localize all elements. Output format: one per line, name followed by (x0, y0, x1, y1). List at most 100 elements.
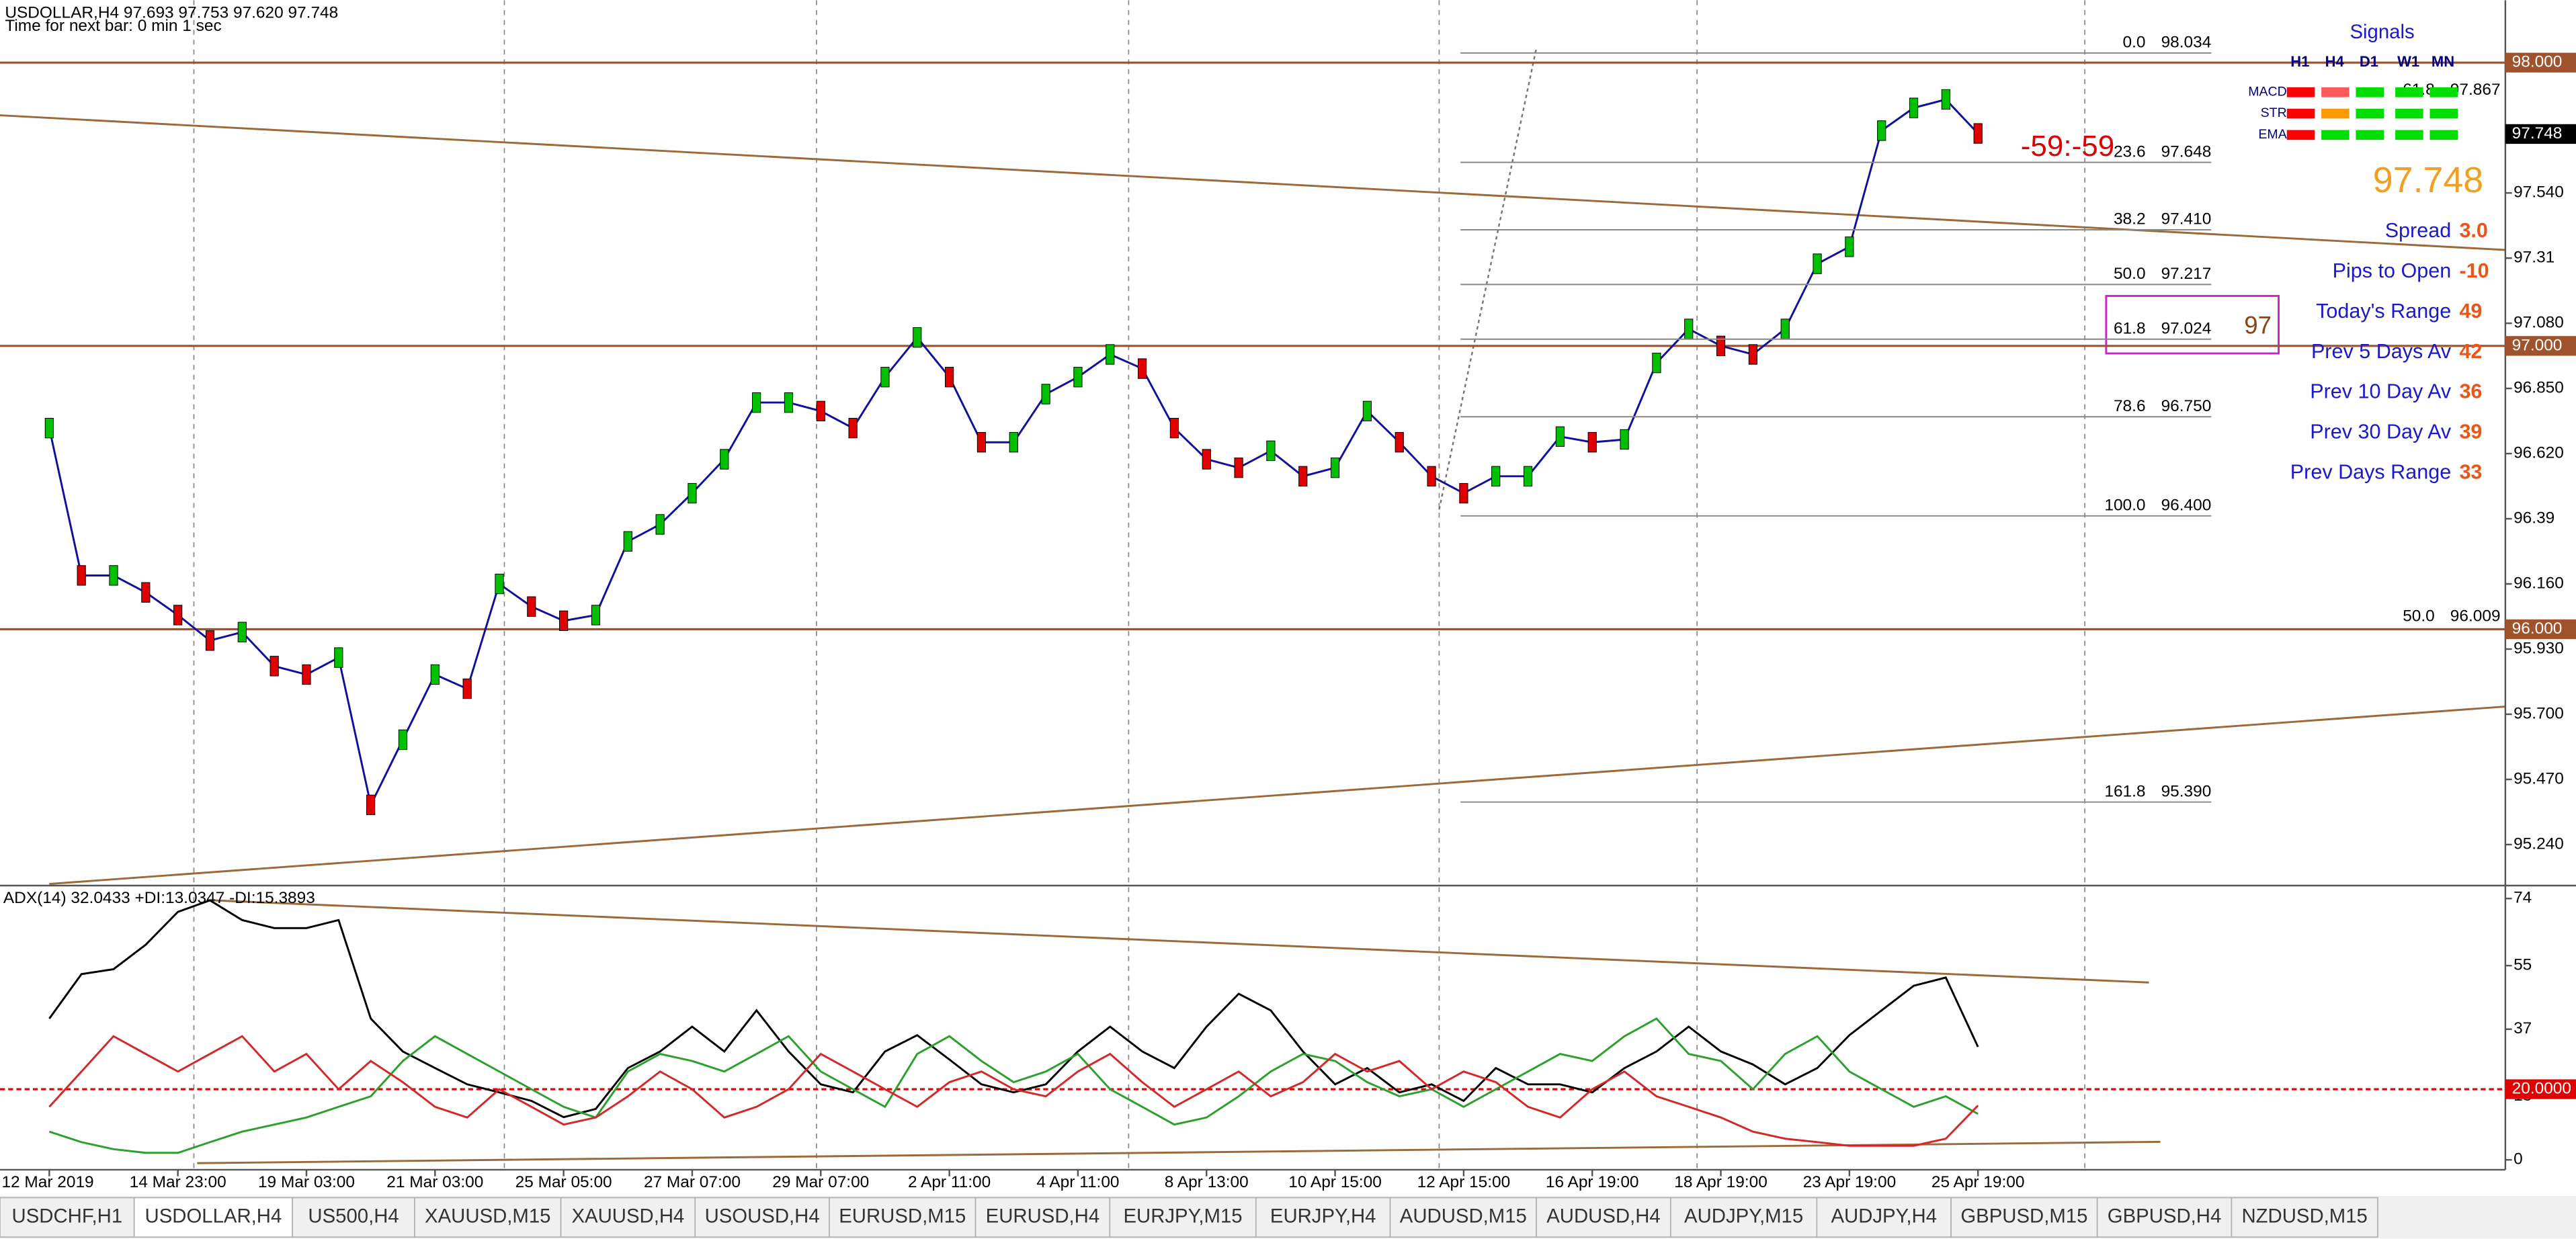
signal-column: H1 (2290, 53, 2309, 70)
tab[interactable]: USOUSD,H4 (694, 1197, 830, 1238)
candle (334, 647, 343, 668)
candle (623, 531, 632, 552)
y-tick-label: 97.540 (2513, 183, 2564, 202)
candle (591, 605, 601, 626)
fib-level: 50.0 (2403, 607, 2435, 625)
box-label: 97 (2244, 312, 2272, 339)
candle (1266, 440, 1276, 462)
candle (913, 327, 922, 348)
tab-background (1255, 1197, 1391, 1238)
price-tag (2505, 52, 2576, 73)
signal-cell (2429, 87, 2458, 97)
signal-column: W1 (2397, 53, 2419, 70)
tab-label: XAUUSD,M15 (425, 1205, 550, 1228)
tab[interactable]: AUDUSD,M15 (1389, 1197, 1537, 1238)
tab-background (829, 1197, 977, 1238)
tab-label: USDOLLAR,H4 (145, 1205, 282, 1228)
signal-cell (2321, 87, 2350, 97)
candle (752, 392, 761, 413)
candle (1555, 426, 1565, 447)
signal-cell (2429, 108, 2458, 119)
signal-cell (2356, 87, 2384, 97)
fib-level: 23.6 (2114, 142, 2146, 161)
price-tag-label: 97.000 (2512, 336, 2563, 354)
tab-label: NZDUSD,M15 (2241, 1205, 2367, 1228)
candle (1137, 358, 1147, 379)
candle (559, 610, 569, 632)
tab[interactable]: GBPUSD,M15 (1950, 1197, 2098, 1238)
fib-price: 97.217 (2161, 265, 2212, 283)
candle (1620, 429, 1629, 450)
stat-label: Prev 5 Days Av (2311, 340, 2452, 363)
x-tick-label: 25 Apr 19:00 (1931, 1173, 2025, 1191)
y-tick-label: 96.620 (2513, 444, 2564, 462)
signal-cell (2321, 130, 2350, 140)
signal-cell (2395, 87, 2423, 97)
fib-price: 97.024 (2161, 320, 2212, 338)
candle (1684, 318, 1694, 339)
x-tick-label: 23 Apr 19:00 (1803, 1173, 1897, 1191)
tab[interactable]: AUDJPY,H4 (1816, 1197, 1952, 1238)
candle (495, 573, 504, 595)
fib-price: 95.390 (2161, 782, 2212, 800)
stat-value: 49 (2459, 300, 2482, 323)
tab-background (974, 1197, 1111, 1238)
tab[interactable]: EURJPY,H4 (1255, 1197, 1391, 1238)
tab-label: EURUSD,H4 (986, 1205, 1099, 1228)
signal-cell (2395, 130, 2423, 140)
candle (816, 400, 825, 421)
y-tick-label: 96.160 (2513, 574, 2564, 592)
candle (1234, 457, 1243, 478)
tab[interactable]: EURUSD,H4 (974, 1197, 1111, 1238)
candle (1169, 417, 1179, 439)
tab[interactable]: GBPUSD,H4 (2096, 1197, 2233, 1238)
signal-column: MN (2432, 53, 2454, 70)
tab[interactable]: EURUSD,M15 (829, 1197, 977, 1238)
y-tick-label: 95.930 (2513, 639, 2564, 657)
tab[interactable]: USDOLLAR,H4 (133, 1197, 293, 1238)
tab[interactable]: USDCHF,H1 (0, 1197, 135, 1238)
tab[interactable]: XAUUSD,M15 (414, 1197, 562, 1238)
fib-level: 100.0 (2104, 497, 2145, 515)
stat-label: Prev Days Range (2290, 461, 2451, 484)
candle (688, 482, 697, 504)
target-box (2105, 294, 2280, 355)
tab[interactable]: AUDUSD,H4 (1536, 1197, 1671, 1238)
candle (848, 417, 858, 439)
tab[interactable]: XAUUSD,H4 (560, 1197, 696, 1238)
price-tag-label: 96.000 (2512, 620, 2563, 638)
candle (1973, 123, 1983, 144)
candle (1491, 466, 1501, 486)
candle (1073, 367, 1083, 388)
candle (462, 678, 472, 699)
candle (173, 605, 183, 626)
y-tick-label: 97.31 (2513, 249, 2554, 267)
tab-background (1389, 1197, 1537, 1238)
candle (1459, 482, 1468, 504)
candle (1716, 335, 1726, 356)
candle (1395, 432, 1404, 453)
countdown: -59:-59 (2021, 130, 2114, 163)
tab[interactable]: EURJPY,M15 (1109, 1197, 1257, 1238)
stat-label: Today's Range (2316, 300, 2451, 323)
candle (1877, 120, 1886, 141)
tab[interactable]: NZDUSD,M15 (2231, 1197, 2378, 1238)
candle (1330, 457, 1340, 478)
candle (1523, 466, 1533, 486)
tab[interactable]: AUDJPY,M15 (1669, 1197, 1818, 1238)
x-tick-label: 12 Apr 15:00 (1417, 1173, 1511, 1191)
price-tag (2505, 336, 2576, 356)
fib-price: 98.034 (2161, 34, 2212, 52)
candle (237, 622, 247, 642)
x-tick-label: 18 Apr 19:00 (1674, 1173, 1768, 1191)
stat-value: 33 (2459, 461, 2482, 484)
signal-cell (2429, 130, 2458, 140)
vertical-separators (193, 0, 2085, 1170)
candle (77, 565, 86, 586)
tab[interactable]: US500,H4 (292, 1197, 415, 1238)
x-tick-label: 12 Mar 2019 (1, 1173, 93, 1191)
series-line (48, 1035, 1979, 1147)
